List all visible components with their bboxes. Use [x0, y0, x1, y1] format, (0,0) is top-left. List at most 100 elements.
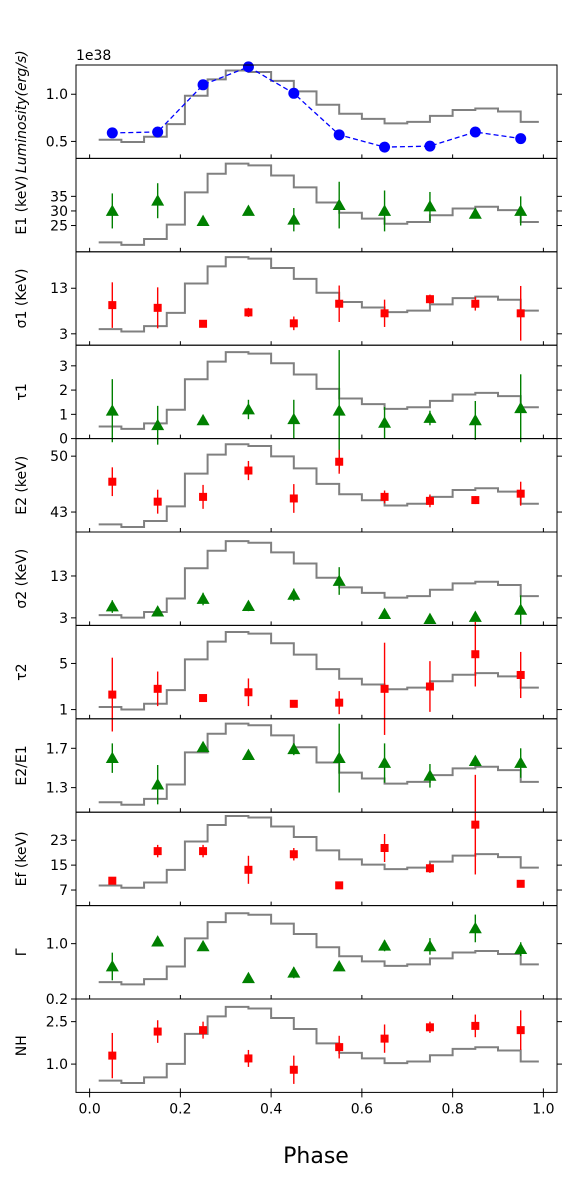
panel-4: 43 50 E2 (keV) [14, 438, 562, 533]
data-point [468, 921, 482, 934]
data-point [153, 1027, 162, 1036]
pulse-profile-step [98, 912, 539, 986]
data-point [468, 610, 482, 622]
data-point [335, 1043, 344, 1052]
data-point [108, 1051, 117, 1060]
pulse-profile-step [98, 443, 539, 529]
y-tick-label: 0.2 [46, 992, 68, 1008]
x-tick-label: 0.8 [441, 1101, 463, 1117]
data-point [333, 129, 345, 141]
data-point [514, 603, 528, 615]
pulse-profile-step [98, 815, 539, 889]
y-tick-label: 0 [59, 432, 68, 448]
data-point [105, 204, 119, 216]
data-point [423, 612, 437, 624]
data-point [105, 751, 119, 764]
data-point [153, 847, 162, 856]
data-point [244, 308, 253, 317]
data-point [471, 820, 480, 829]
y-axis-label: σ2 (KeV) [14, 549, 30, 609]
pulse-profile-step [98, 540, 539, 619]
panel-7: 1.3 1.7 E2/E1 [14, 718, 562, 813]
pulse-profile-step [98, 1005, 539, 1084]
x-tick-label: 0.2 [169, 1101, 191, 1117]
data-point [288, 87, 300, 99]
y-tick-label: 43 [50, 505, 68, 521]
data-point [332, 959, 346, 972]
data-point [425, 1023, 434, 1032]
series-line [112, 66, 521, 148]
panel-frame [75, 438, 558, 533]
data-point [153, 303, 162, 312]
data-point [287, 588, 301, 600]
data-point [332, 404, 346, 416]
data-point [468, 413, 482, 426]
y-tick-label: 3 [59, 611, 68, 627]
panel-2: 3 13 σ1 (KeV) [14, 251, 562, 346]
pulse-profile-step [98, 351, 539, 430]
pulse-profile-step [98, 630, 539, 711]
data-point [471, 299, 480, 308]
y-axis-label: σ1 (KeV) [14, 269, 30, 329]
y-axis-label: E2 (keV) [14, 456, 30, 515]
panel-frame [75, 157, 558, 253]
pulse-profile-step [98, 722, 539, 806]
panel-8: 7 15 23 Ef (keV) [14, 774, 562, 907]
y-tick-label: 7 [59, 883, 68, 899]
data-point [196, 214, 210, 227]
data-point [199, 694, 208, 703]
data-point [244, 865, 253, 874]
data-point [196, 740, 210, 753]
data-point [378, 607, 392, 619]
data-point [380, 492, 389, 501]
data-point [244, 1054, 253, 1063]
data-point [332, 574, 346, 586]
x-tick-label: 1.0 [532, 1101, 554, 1117]
data-point [335, 299, 344, 308]
data-point [153, 497, 162, 506]
y-axis-label: Ef (keV) [14, 831, 30, 886]
data-point [468, 754, 482, 766]
panel-frame [75, 251, 558, 346]
data-point [242, 61, 254, 73]
panel-frame [75, 998, 558, 1093]
data-point [199, 492, 208, 501]
data-point [335, 457, 344, 466]
data-point [380, 684, 389, 693]
data-point [423, 939, 437, 952]
data-point [287, 412, 301, 425]
y-tick-label: 23 [50, 833, 68, 849]
data-point [241, 971, 255, 984]
data-point [516, 309, 525, 318]
data-point [105, 959, 119, 972]
data-point [514, 401, 528, 414]
data-point [514, 942, 528, 955]
y-tick-label: 13 [50, 281, 68, 297]
data-point [241, 599, 255, 612]
x-tick-label: 0.6 [351, 1101, 373, 1117]
y-tick-label: 13 [50, 569, 68, 585]
data-point [287, 742, 301, 755]
data-point [151, 418, 165, 431]
data-point [514, 756, 528, 768]
data-point [241, 204, 255, 216]
data-point [378, 204, 392, 216]
data-point [287, 213, 301, 225]
panel-0: 0.5 1.0 Luminosity(erg/s) [14, 50, 562, 173]
data-point [108, 690, 117, 699]
y-tick-label: 5 [59, 656, 68, 672]
y-axis-label: τ2 [14, 663, 30, 680]
y-tick-label: 3 [59, 359, 68, 375]
data-point [516, 489, 525, 498]
data-point [199, 1026, 208, 1035]
y-tick-label: 0.5 [46, 134, 68, 150]
luminosity-scale-label: 1e38 [76, 48, 111, 64]
y-tick-label: 1 [59, 703, 68, 719]
data-point [468, 207, 482, 219]
data-point [514, 204, 528, 216]
data-point [108, 477, 117, 486]
data-point [380, 844, 389, 853]
